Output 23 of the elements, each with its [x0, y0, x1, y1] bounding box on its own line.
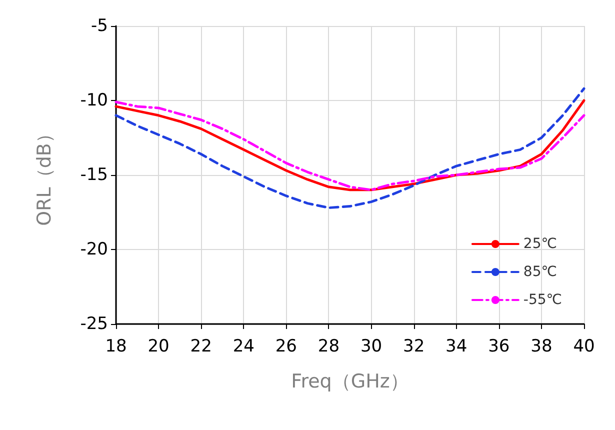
- legend-label: 85℃: [523, 264, 557, 280]
- x-tick-label: 40: [573, 336, 595, 356]
- x-tick-label: 32: [403, 336, 425, 356]
- legend-label: -55℃: [523, 292, 562, 308]
- y-tick-label: -15: [80, 165, 108, 185]
- legend-label: 25℃: [523, 236, 557, 252]
- x-tick-label: 24: [232, 336, 254, 356]
- line-series: [114, 87, 586, 210]
- x-tick-label: 26: [275, 336, 297, 356]
- x-tick-label: 36: [488, 336, 510, 356]
- x-tick-label: 34: [446, 336, 468, 356]
- x-tick-label: 38: [530, 336, 552, 356]
- x-tick-label: 20: [148, 336, 170, 356]
- y-tick-label: -25: [80, 314, 108, 334]
- y-axis-title: ORL（dB）: [34, 124, 56, 226]
- y-tick-label: -10: [80, 90, 108, 110]
- x-tick-label: 18: [105, 336, 127, 356]
- y-tick-label: -5: [91, 16, 108, 36]
- x-axis-title: Freq（GHz）: [291, 370, 409, 392]
- x-tick-label: 30: [360, 336, 382, 356]
- x-tick-label: 22: [190, 336, 212, 356]
- x-tick-label: 28: [318, 336, 340, 356]
- y-tick-label: -20: [80, 240, 108, 260]
